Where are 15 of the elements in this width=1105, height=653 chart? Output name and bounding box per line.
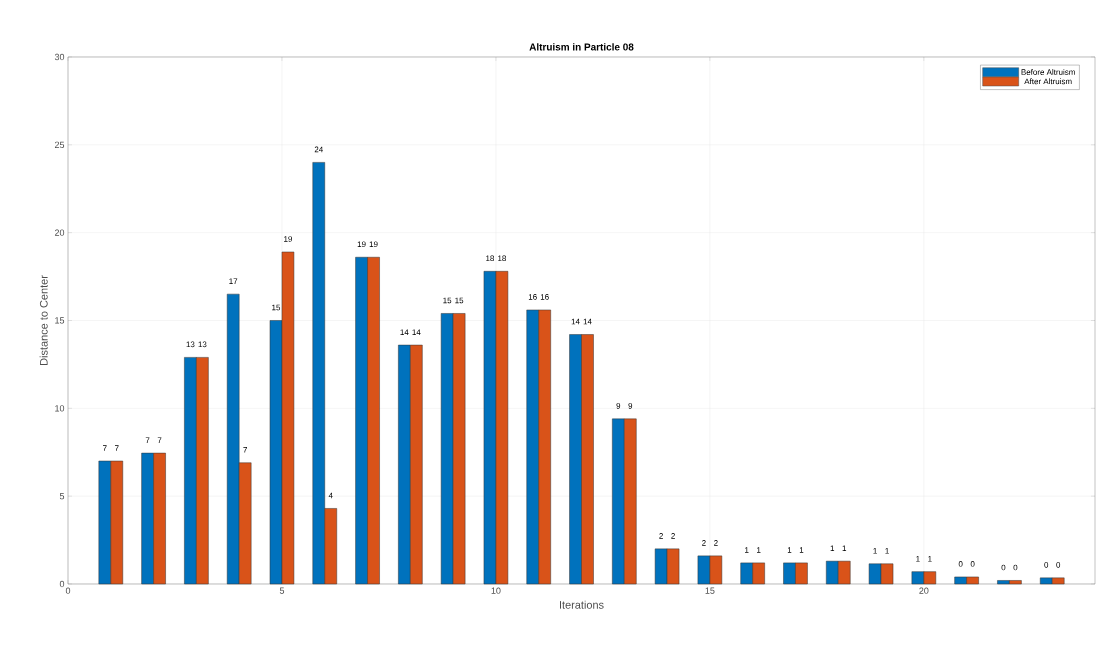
y-axis-title: Distance to Center [39,275,48,365]
y-tick-label: 0 [59,580,65,588]
x-tick-label: 5 [279,587,285,594]
x-tick-label: 10 [491,587,501,594]
x-axis-title: Iterations [559,600,604,609]
y-tick-label: 10 [55,405,65,412]
y-tick-label: 20 [54,229,65,236]
x-tick-label: 20 [919,587,929,594]
y-tick-label: 15 [55,317,65,324]
x-tick-label: 15 [705,587,715,594]
chart-title: Altruism in Particle 08 [529,43,634,51]
y-tick-label: 30 [54,53,65,61]
y-tick-label: 5 [59,493,65,500]
x-tick-label: 0 [65,587,71,594]
y-tick-label: 25 [54,141,65,148]
